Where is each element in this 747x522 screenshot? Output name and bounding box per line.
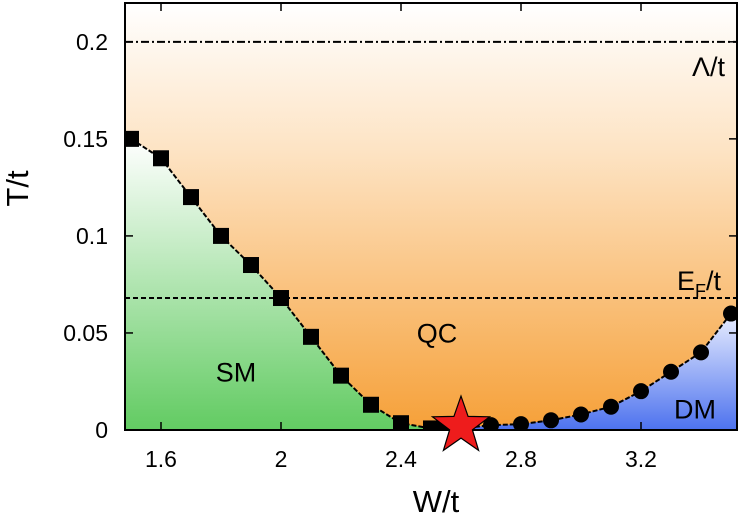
critical-point-star [430,394,492,452]
y-tick-label: 0.1 [76,223,108,249]
square-data-point [273,290,289,307]
circle-data-point [663,363,679,380]
x-tick-label: 2.4 [385,446,417,472]
square-data-point [363,396,379,413]
circle-data-point [483,417,499,430]
x-tick-label: 3.2 [625,446,657,472]
quantum-critical-region-label: QC [417,319,458,349]
square-data-point [333,367,349,384]
semimetal-region-label: SM [216,357,257,387]
x-axis-title: W/t [413,484,460,519]
y-tick-label: 0 [95,417,108,443]
square-data-point [183,189,199,206]
semimetal-region [125,138,446,430]
y-tick-label: 0.2 [76,29,108,55]
y-tick-label: 0.15 [63,126,108,152]
circle-data-point [543,412,559,429]
diffusive-metal-boundary-curve [460,312,732,430]
circle-data-point [693,344,709,361]
square-data-point [243,257,259,274]
circle-data-point [603,398,619,415]
circle-data-point [723,305,737,322]
diffusive-metal-region [461,313,737,430]
y-tick-label: 0.05 [63,320,108,346]
square-data-point [423,420,439,430]
fermi-energy-line-label: EF/t [677,266,722,301]
square-data-point [153,150,169,167]
circle-data-point [573,406,589,423]
circle-data-point [633,383,649,400]
y-axis-title: T/t [0,170,35,207]
x-tick-label: 2.8 [505,446,537,472]
lambda-line-label: Λ/t [692,52,726,82]
plot-frame [124,2,738,431]
diffusive-metal-region-label: DM [674,394,716,424]
square-data-point [303,328,319,345]
x-tick-label: 2 [275,446,288,472]
square-data-point [213,227,229,244]
x-tick-label: 1.6 [145,446,177,472]
